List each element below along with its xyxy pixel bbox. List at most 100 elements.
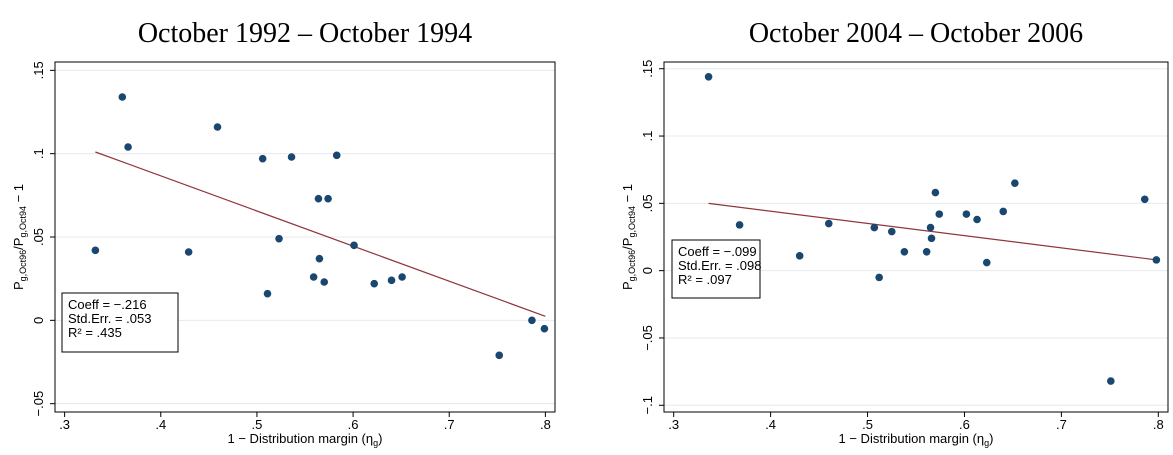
scatter-point bbox=[495, 351, 504, 360]
y-tick-label: .15 bbox=[640, 60, 655, 78]
y-tick-label: .15 bbox=[31, 61, 46, 79]
x-tick-label: .8 bbox=[540, 417, 551, 432]
x-axis-label-part: ) bbox=[989, 431, 993, 446]
scatter-point bbox=[922, 248, 931, 256]
annotation-box bbox=[671, 239, 761, 299]
scatter-point bbox=[350, 241, 358, 250]
scatter-point bbox=[1140, 195, 1149, 204]
x-tick-label: .3 bbox=[59, 417, 70, 432]
scatter-point bbox=[540, 324, 549, 333]
scatter-point bbox=[704, 73, 713, 81]
y-tick-label: −.1 bbox=[640, 396, 655, 414]
annotation-text: Std.Err. = .098 bbox=[678, 258, 761, 273]
x-tick-label: .4 bbox=[155, 417, 166, 432]
x-tick-label: .5 bbox=[862, 417, 873, 432]
y-axis-label-part: − 1 bbox=[11, 184, 26, 206]
y-tick-label: .05 bbox=[640, 194, 655, 212]
y-axis-label-part: P bbox=[620, 281, 635, 290]
scatter-point bbox=[320, 278, 329, 286]
y-tick-label: .1 bbox=[31, 148, 46, 159]
x-tick-label: .6 bbox=[348, 417, 359, 432]
scatter-point bbox=[118, 93, 127, 101]
scatter-point bbox=[1107, 377, 1115, 385]
scatter-point bbox=[935, 210, 944, 218]
scatter-point bbox=[309, 273, 318, 281]
x-axis-label-part: ) bbox=[378, 431, 382, 446]
scatter-point bbox=[315, 254, 324, 263]
scatter-point bbox=[927, 234, 936, 243]
scatter-point bbox=[387, 276, 396, 285]
scatter-point bbox=[324, 194, 332, 203]
x-tick-label: .6 bbox=[959, 417, 970, 432]
x-axis-label-part: 1 − Distribution margin (η bbox=[839, 431, 985, 446]
y-axis-label-part: g,Oct96 bbox=[627, 250, 637, 282]
scatter-point bbox=[124, 143, 132, 151]
scatter-point bbox=[258, 154, 267, 163]
annotation-text: Std.Err. = .053 bbox=[68, 311, 151, 326]
chart-panel: October 1992 – October 1994 −.05 0 .05 .1 .15… bbox=[11, 18, 556, 448]
scatter-point bbox=[926, 223, 935, 232]
annotation-box bbox=[61, 292, 179, 353]
plot-frame bbox=[663, 61, 1169, 413]
annotation-text: Coeff = −.216 bbox=[68, 297, 147, 312]
y-tick-label: −.05 bbox=[640, 325, 655, 351]
scatter-point bbox=[875, 273, 883, 282]
x-tick-label: .7 bbox=[444, 417, 455, 432]
y-axis-label-part: g,Oct96 bbox=[18, 250, 28, 282]
scatter-point bbox=[931, 188, 940, 197]
scatter-point bbox=[332, 151, 341, 160]
scatter-point bbox=[287, 153, 296, 161]
y-axis-label-part: g,Oct94 bbox=[627, 206, 637, 238]
scatter-point bbox=[795, 252, 804, 260]
annotation-text: R² = .435 bbox=[68, 325, 122, 340]
y-tick-label: .05 bbox=[31, 228, 46, 246]
x-axis-label-part: g bbox=[373, 438, 378, 448]
scatter-point bbox=[735, 221, 744, 229]
chart-title: October 2004 – October 2006 bbox=[749, 18, 1083, 49]
scatter-point bbox=[314, 194, 323, 203]
fit-line bbox=[95, 151, 546, 317]
annotation-text: Coeff = −.099 bbox=[678, 244, 757, 259]
y-tick-label: −.05 bbox=[31, 391, 46, 417]
fit-line bbox=[708, 202, 1157, 261]
y-axis-label-part: /P bbox=[11, 238, 26, 250]
scatter-point bbox=[1152, 256, 1161, 264]
x-tick-label: .8 bbox=[1153, 417, 1164, 432]
scatter-point bbox=[973, 215, 981, 224]
x-tick-label: .3 bbox=[668, 417, 679, 432]
scatter-point bbox=[1011, 179, 1019, 187]
chart-panel: October 2004 – October 2006 −.1 −.05 0 .05 .1… bbox=[620, 18, 1169, 448]
scatter-point bbox=[962, 210, 971, 218]
plot-frame bbox=[54, 61, 556, 413]
scatter-point bbox=[91, 246, 100, 255]
x-tick-label: .4 bbox=[765, 417, 776, 432]
y-axis-label-part: P bbox=[11, 281, 26, 290]
scatter-point bbox=[900, 248, 909, 256]
scatter-point bbox=[263, 289, 272, 298]
x-axis-label: 1 − Distribution margin (ηg) bbox=[228, 431, 383, 448]
scatter-point bbox=[824, 219, 833, 228]
scatter-point bbox=[887, 227, 896, 236]
y-tick-label: 0 bbox=[640, 267, 655, 274]
x-tick-label: .5 bbox=[252, 417, 263, 432]
y-axis-label-part: /P bbox=[620, 238, 635, 250]
y-axis-label: Pg,Oct96/Pg,Oct94 − 1 bbox=[11, 184, 28, 290]
annotation-text: R² = .097 bbox=[678, 272, 732, 287]
y-axis-label: Pg,Oct96/Pg,Oct94 − 1 bbox=[620, 184, 637, 290]
scatter-point bbox=[870, 223, 879, 232]
scatter-point bbox=[982, 258, 991, 267]
x-axis-label-part: 1 − Distribution margin (η bbox=[228, 431, 374, 446]
scatter-point bbox=[184, 248, 193, 256]
scatter-point bbox=[999, 207, 1008, 216]
scatter-point bbox=[398, 273, 406, 281]
scatter-point bbox=[275, 234, 283, 243]
scatter-point bbox=[213, 123, 222, 131]
x-axis-label-part: g bbox=[984, 438, 989, 448]
y-axis-label-part: − 1 bbox=[620, 184, 635, 206]
x-axis-label: 1 − Distribution margin (ηg) bbox=[839, 431, 994, 448]
y-tick-label: .1 bbox=[640, 131, 655, 142]
scatter-point bbox=[528, 316, 536, 325]
scatter-point bbox=[370, 279, 379, 288]
y-axis-label-part: g,Oct94 bbox=[18, 206, 28, 238]
y-tick-label: 0 bbox=[31, 317, 46, 324]
